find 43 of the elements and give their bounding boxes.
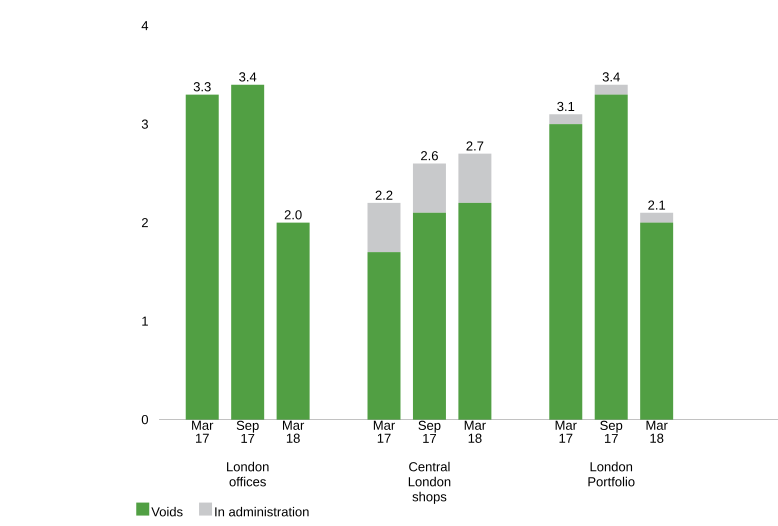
x-tick-label: Sep 17 xyxy=(418,420,440,443)
x-tick-label: Mar 17 xyxy=(374,420,395,443)
y-tick-label: 1 xyxy=(142,316,148,326)
x-tick-label: Mar 18 xyxy=(282,420,304,443)
bar xyxy=(640,222,674,420)
total-label: 3.4 xyxy=(602,72,620,82)
bar xyxy=(231,84,264,420)
total-label: 3.3 xyxy=(194,82,211,92)
bar xyxy=(549,124,582,420)
bar xyxy=(458,154,492,203)
bar xyxy=(412,212,446,420)
bar xyxy=(594,94,628,420)
bar xyxy=(458,202,492,420)
legend-label: Voids xyxy=(151,506,183,516)
x-tick-label: Mar 17 xyxy=(192,420,214,443)
total-label: 2.7 xyxy=(466,141,484,150)
bar xyxy=(640,212,674,223)
total-label: 2.6 xyxy=(421,151,438,160)
text: Central London shops xyxy=(408,462,450,504)
y-tick-label: 2 xyxy=(142,218,148,228)
x-tick-label: Mar 18 xyxy=(646,420,668,443)
legend-label: In administration xyxy=(215,506,309,516)
bar xyxy=(594,84,628,95)
bar xyxy=(276,222,310,420)
y-tick-label: 0 xyxy=(142,415,148,424)
bar xyxy=(549,114,582,124)
total-label: 2.2 xyxy=(376,190,392,200)
bar xyxy=(368,202,400,252)
bar xyxy=(368,252,400,420)
x-tick-label: Mar 18 xyxy=(464,420,486,443)
bar xyxy=(186,94,219,420)
x-tick-label: Sep 17 xyxy=(236,420,259,443)
x-tick-label: Sep 17 xyxy=(600,420,622,443)
total-label: 3.1 xyxy=(557,102,574,112)
y-tick-label: 3 xyxy=(142,120,148,129)
text: London offices xyxy=(227,462,269,486)
y-tick-label: 4 xyxy=(142,21,148,30)
x-tick-label: Mar 17 xyxy=(556,420,577,443)
bar xyxy=(412,164,446,213)
total-label: 3.4 xyxy=(239,72,256,82)
total-label: 2.1 xyxy=(648,200,666,210)
text: London Portfolio xyxy=(588,462,635,486)
total-label: 2.0 xyxy=(284,210,302,220)
